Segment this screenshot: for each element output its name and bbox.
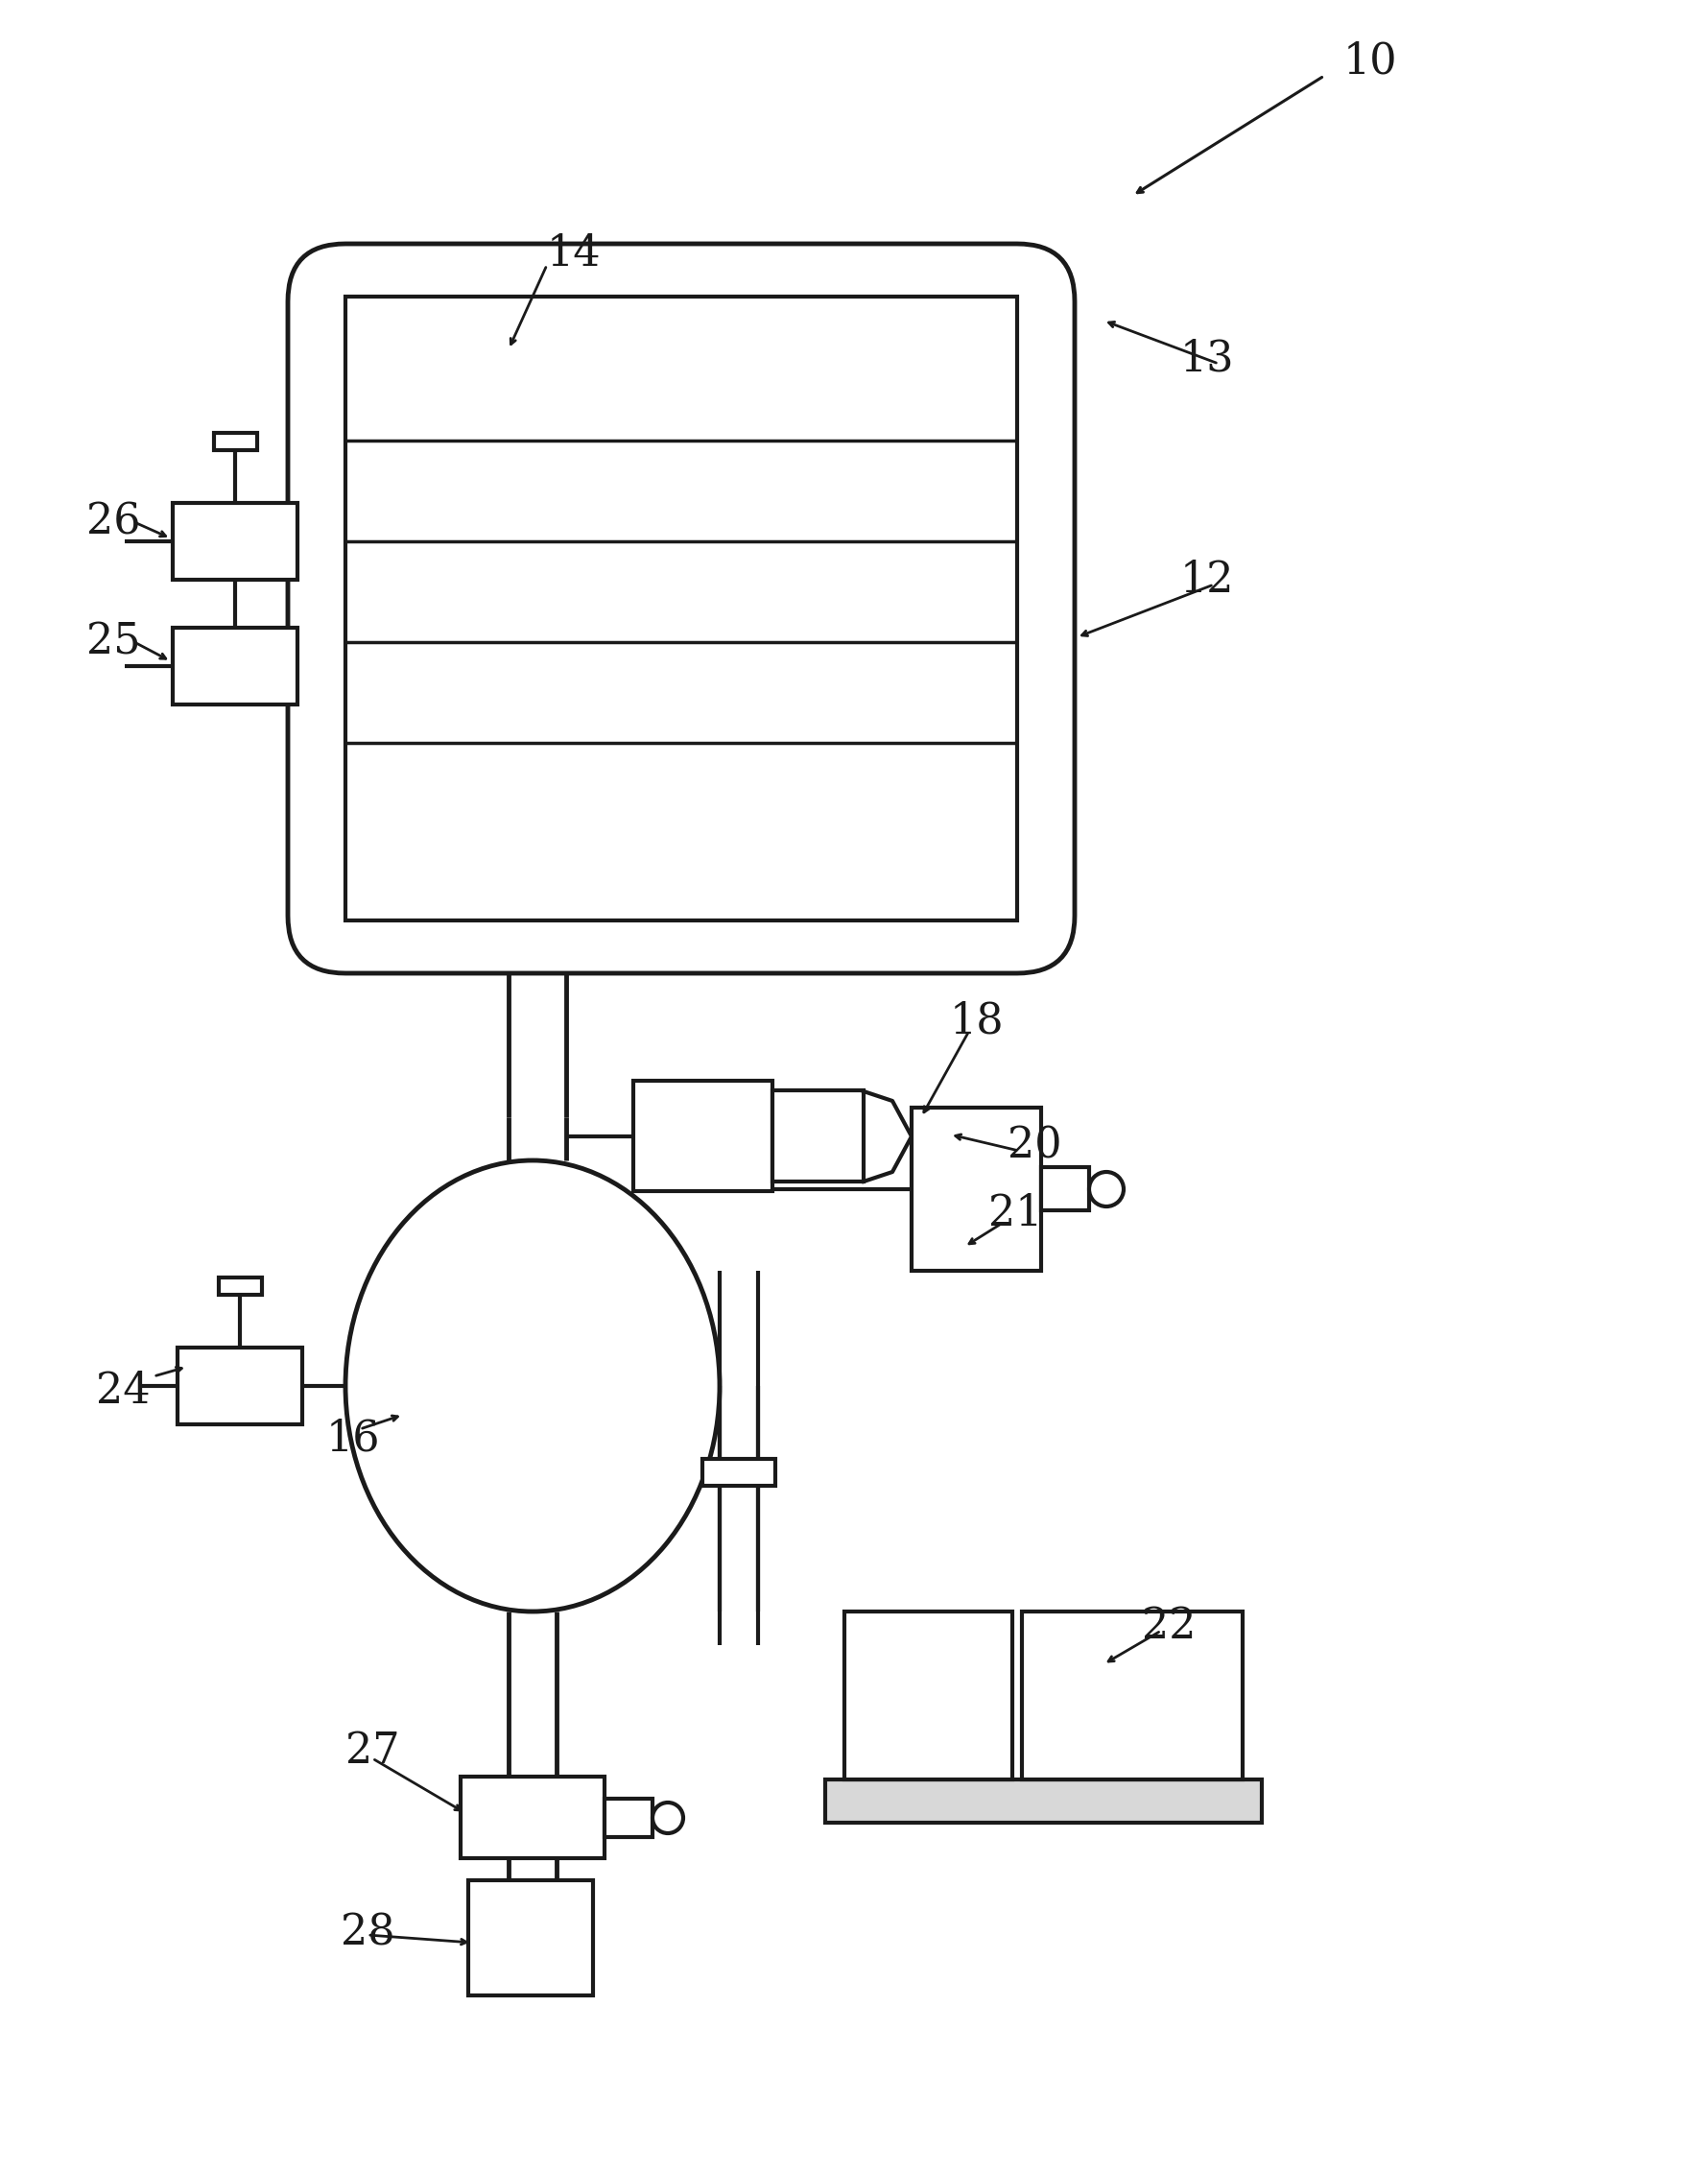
Bar [214, 432, 258, 450]
Bar [844, 1612, 1013, 1780]
Bar [468, 1880, 593, 1995]
Text: 10: 10 [1344, 41, 1397, 83]
Text: 21: 21 [989, 1193, 1042, 1234]
Bar [702, 1458, 775, 1486]
Text: 27: 27 [345, 1730, 400, 1771]
Bar [178, 1347, 302, 1423]
Text: 22: 22 [1143, 1606, 1196, 1647]
Bar [1042, 1167, 1090, 1210]
Text: 20: 20 [1008, 1126, 1062, 1167]
Text: 26: 26 [87, 502, 140, 543]
Bar [173, 502, 297, 580]
Text: 12: 12 [1180, 558, 1235, 600]
Text: 16: 16 [326, 1419, 381, 1460]
Text: 25: 25 [87, 621, 140, 663]
Text: 28: 28 [340, 1912, 395, 1954]
Bar [1021, 1612, 1243, 1780]
Bar [214, 558, 258, 576]
Bar [461, 1778, 605, 1858]
Text: 14: 14 [547, 233, 601, 274]
Bar [912, 1108, 1042, 1271]
Text: 24: 24 [96, 1369, 150, 1412]
Bar [345, 296, 1018, 921]
Ellipse shape [345, 1160, 719, 1612]
Bar [772, 1091, 864, 1182]
Bar [605, 1799, 652, 1836]
Ellipse shape [1090, 1171, 1124, 1206]
FancyBboxPatch shape [289, 243, 1074, 974]
Bar [173, 628, 297, 704]
Bar [219, 1278, 261, 1295]
Bar [634, 1080, 772, 1191]
Ellipse shape [652, 1804, 683, 1834]
Bar [825, 1780, 1262, 1823]
Text: 18: 18 [950, 1000, 1004, 1041]
Text: 13: 13 [1180, 339, 1235, 380]
